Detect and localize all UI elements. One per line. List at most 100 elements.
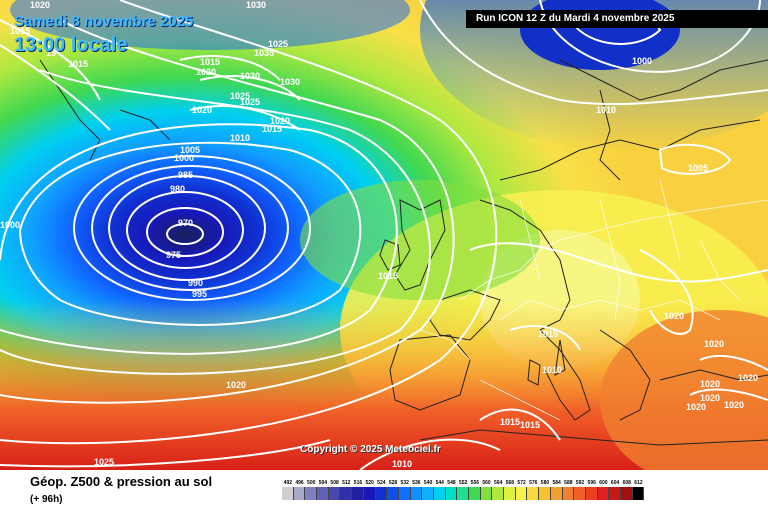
isobar-label: 1025 (268, 39, 288, 49)
scale-label: 544 (435, 480, 444, 486)
isobar-label: 1005 (688, 163, 708, 173)
scale-cell: 592 (574, 479, 586, 500)
isobar-label: 985 (178, 170, 193, 180)
isobar-label: 1025 (230, 91, 250, 101)
isobar-label: 975 (166, 250, 181, 260)
isobar-label: 1030 (280, 77, 300, 87)
scale-label: 520 (365, 480, 374, 486)
isobar-label: 1010 (230, 133, 250, 143)
scale-swatch (550, 487, 563, 500)
isobar-label: 1020 (192, 105, 212, 115)
isobar-label: 1020 (700, 393, 720, 403)
isobar-iceland-1 (179, 55, 281, 81)
scale-swatch (632, 487, 645, 500)
scale-label: 588 (564, 480, 573, 486)
scale-cell: 560 (480, 479, 493, 500)
isobar-greenland-2 (0, 44, 111, 131)
scale-cell: 588 (562, 479, 575, 500)
isobar-label: 15 (46, 48, 56, 58)
scale-cell: 572 (515, 479, 528, 500)
scale-swatch (562, 487, 575, 500)
isobar-label: 1020 (664, 311, 684, 321)
scale-swatch (480, 487, 493, 500)
isobar-label: 980 (170, 184, 185, 194)
isobar-label: 1015 (10, 26, 30, 36)
scale-cell: 500 (305, 479, 318, 500)
scale-label: 540 (423, 480, 433, 486)
isobar-iceland-2 (199, 75, 301, 101)
isobar-label: 1020 (196, 67, 216, 77)
scale-label: 512 (342, 480, 351, 486)
scale-cell: 612 (632, 479, 645, 500)
scale-label: 612 (634, 480, 643, 486)
scale-swatch (585, 487, 598, 500)
scale-swatch (433, 487, 446, 500)
isobar-1020-east (639, 249, 694, 335)
borders (419, 179, 768, 421)
scale-label: 500 (307, 480, 316, 486)
isobar-985 (108, 175, 266, 281)
scale-swatch (457, 487, 469, 500)
copyright: Copyright © 2025 Meteociel.fr (300, 444, 441, 455)
scale-swatch (574, 487, 586, 500)
scale-cell: 520 (363, 479, 376, 500)
isobar-1020-greece (699, 354, 768, 371)
isobar-1000 (19, 141, 362, 326)
scale-swatch (609, 487, 621, 500)
isobar-label: 1020 (226, 380, 246, 390)
scale-cell: 492 (282, 479, 294, 500)
scale-label: 564 (494, 480, 503, 486)
scale-cell: 508 (328, 479, 341, 500)
scale-label: 584 (552, 480, 561, 486)
scale-cell: 568 (504, 479, 516, 500)
color-scale-legend: 492 496 500 504 508 512 516 520 524 528 532 536 540 5… (282, 479, 645, 500)
scale-cell: 600 (597, 479, 610, 500)
isobar-label: 1015 (538, 329, 558, 339)
scale-swatch (527, 487, 540, 500)
scale-cell: 564 (492, 479, 505, 500)
isobar-1010 (0, 69, 431, 375)
scale-label: 568 (505, 480, 515, 486)
scale-label: 548 (447, 480, 456, 486)
scale-cell: 580 (539, 479, 551, 500)
isobar-label: 1020 (700, 379, 720, 389)
scale-cell: 608 (620, 479, 633, 500)
isobar-label: 1030 (246, 0, 266, 10)
scale-label: 524 (377, 480, 386, 486)
scale-cell: 552 (457, 479, 469, 500)
scale-cell: 540 (422, 479, 434, 500)
isobar-1015 (0, 19, 455, 404)
green-band (300, 180, 540, 300)
forecast-offset: (+ 96h) (30, 494, 63, 505)
isobar-1010-south (479, 408, 561, 441)
isobar-1015-italy (509, 325, 581, 351)
scale-swatch (293, 487, 306, 500)
isobar-label: 995 (192, 289, 207, 299)
scale-cell: 544 (433, 479, 446, 500)
isobar-label: 1010 (596, 105, 616, 115)
scale-label: 556 (470, 480, 480, 486)
isobar-label: 1015 (520, 420, 540, 430)
isobar-label: 1000 (632, 56, 652, 66)
scale-swatch (422, 487, 434, 500)
scale-swatch (539, 487, 551, 500)
run-info: Run ICON 12 Z du Mardi 4 novembre 2025 (466, 10, 768, 28)
scale-swatch (398, 487, 411, 500)
scale-label: 604 (610, 480, 620, 486)
scale-cell: 584 (550, 479, 563, 500)
scale-label: 576 (529, 480, 538, 486)
isobar-995 (73, 155, 311, 301)
isobar-label: 1000 (0, 220, 20, 230)
scale-swatch (445, 487, 458, 500)
forecast-date: Samedi 8 novembre 2025 (14, 13, 194, 30)
scale-label: 552 (458, 480, 468, 486)
isobar-label: 1010 (392, 459, 412, 469)
scale-swatch (363, 487, 376, 500)
isobar-labels: 1020 1030 1015 15 1015 1025 1035 1015 10… (0, 0, 758, 469)
forecast-time: 13:00 locale (14, 34, 128, 56)
isobar-label: 1010 (542, 365, 562, 375)
scale-swatch (375, 487, 388, 500)
isobar-label: 1025 (240, 97, 260, 107)
isobar-label: 1020 (724, 400, 744, 410)
